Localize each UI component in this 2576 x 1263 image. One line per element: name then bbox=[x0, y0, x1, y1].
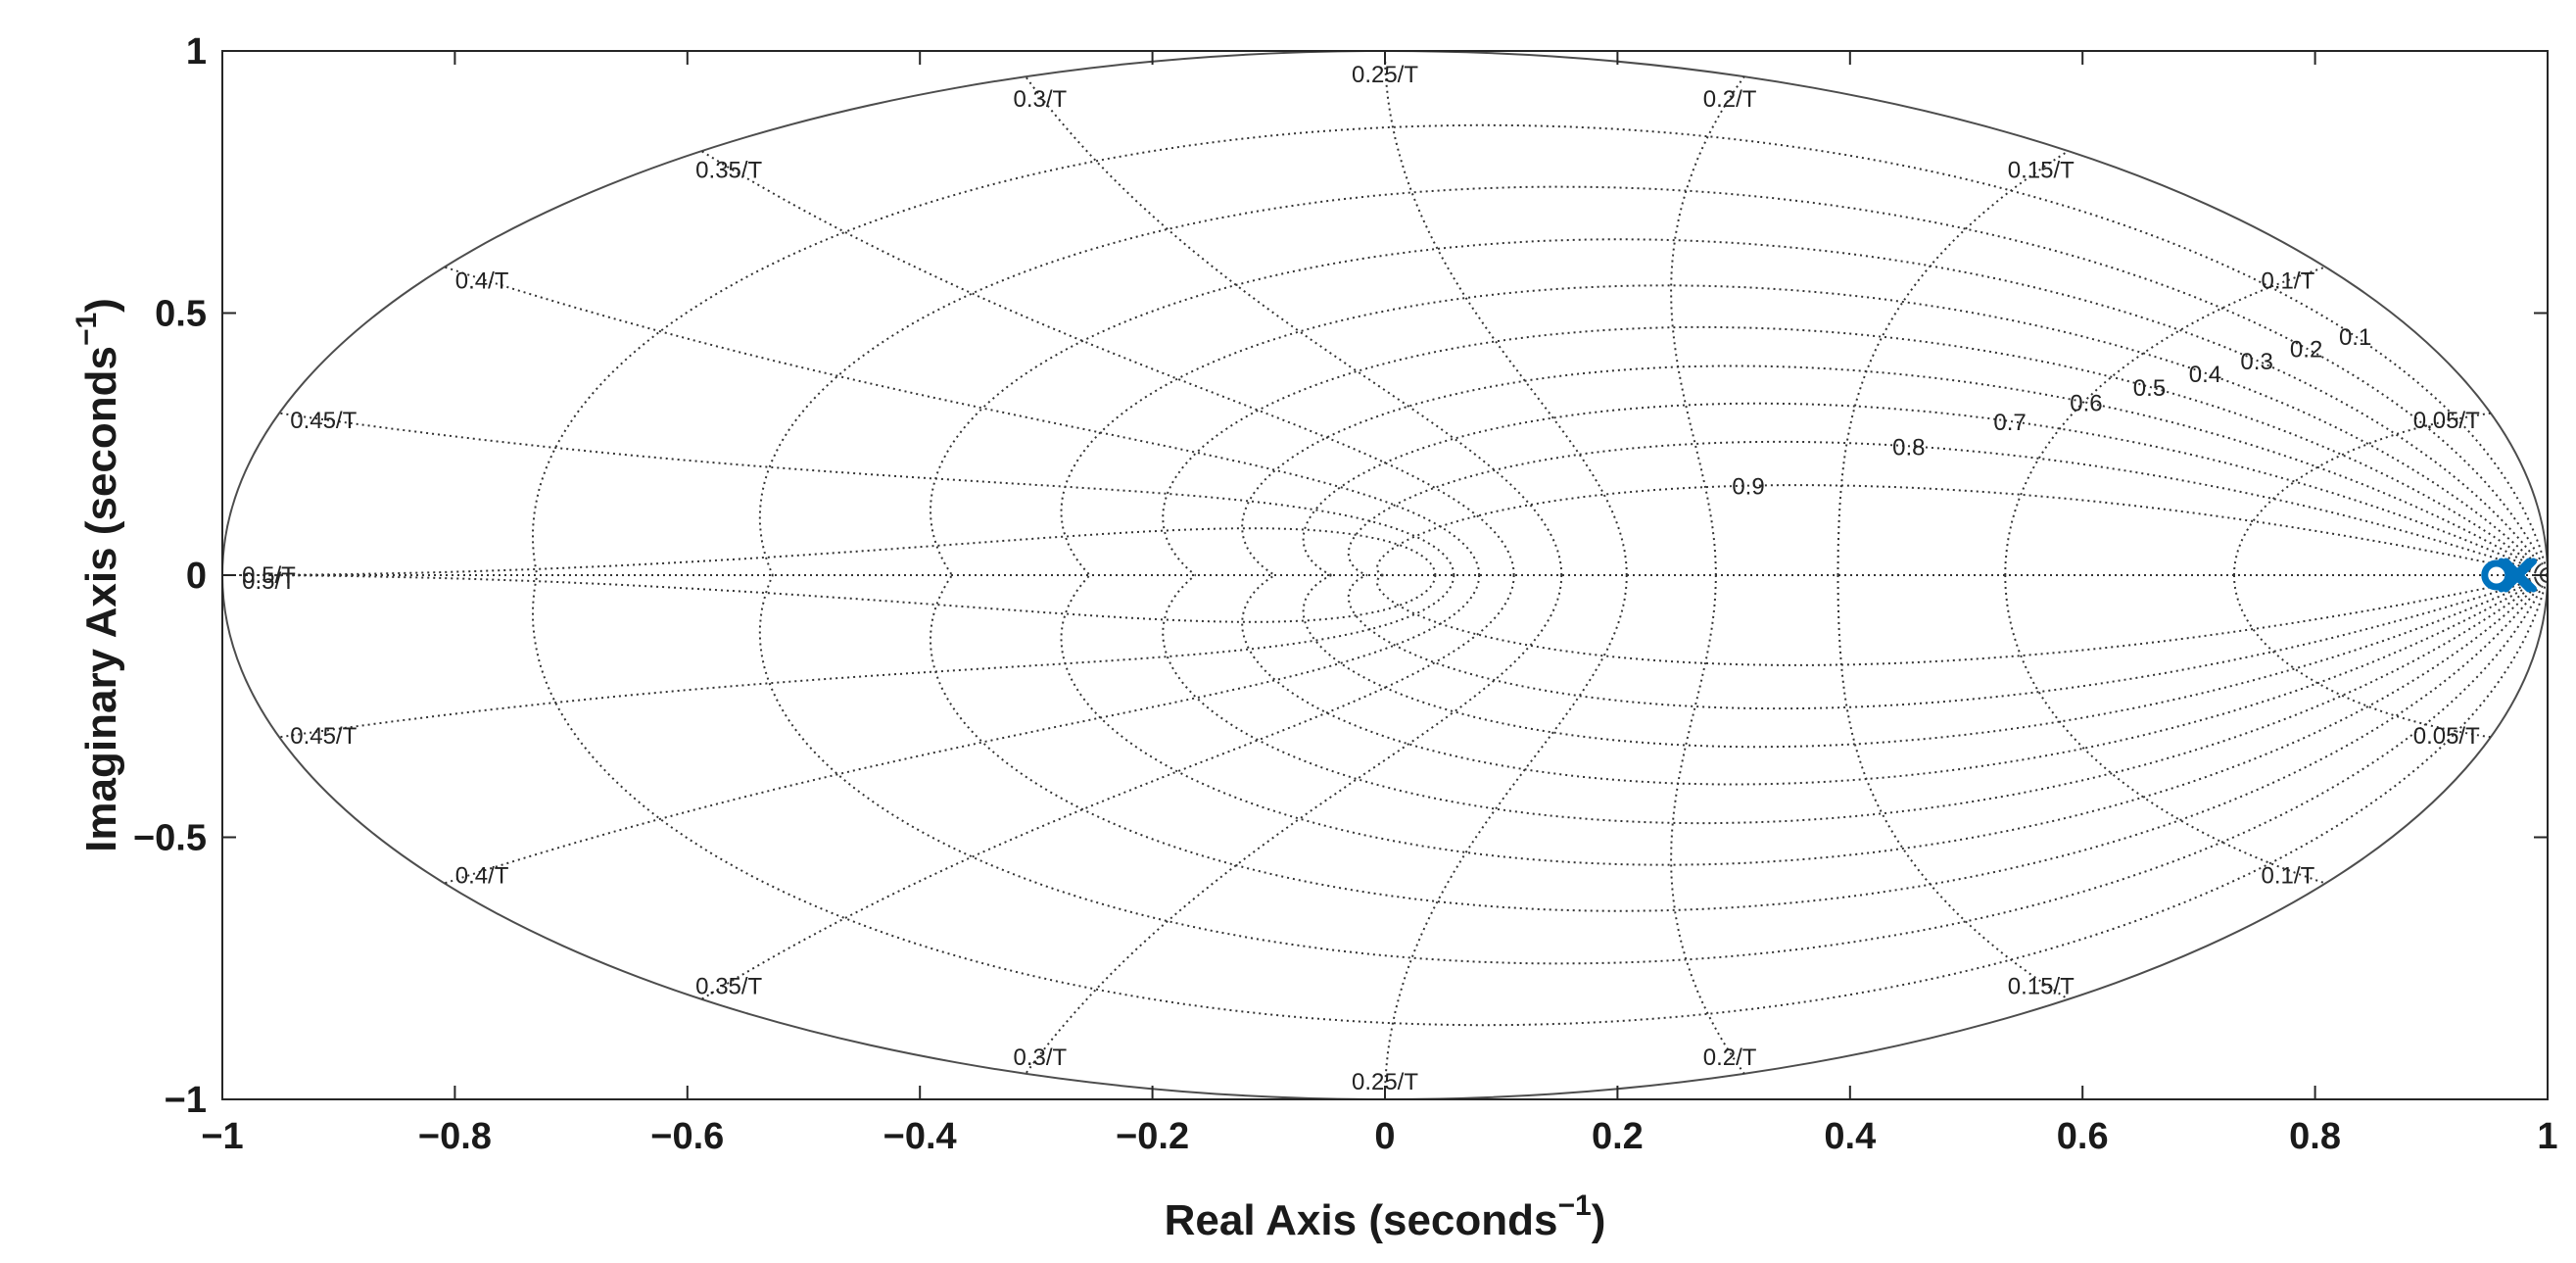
damping-curve bbox=[1241, 574, 2548, 786]
damping-curve bbox=[1302, 574, 2548, 749]
x-axis-title-main: Real Axis (seconds bbox=[1165, 1196, 1558, 1244]
damping-curve bbox=[930, 574, 2548, 912]
frequency-curve bbox=[2004, 575, 2326, 885]
damping-curve bbox=[1162, 325, 2548, 576]
damping-curve bbox=[1347, 574, 2548, 710]
frequency-label: 0.35/T bbox=[695, 158, 762, 184]
y-tick-label: 0.5 bbox=[155, 294, 207, 335]
frequency-label: 0.15/T bbox=[2008, 973, 2075, 999]
y-axis-title-main: Imaginary Axis (seconds bbox=[77, 346, 125, 852]
x-tick-label: −0.4 bbox=[883, 1116, 957, 1157]
frequency-curve bbox=[700, 150, 1515, 575]
zgrid bbox=[222, 51, 2548, 1099]
frequency-curve bbox=[1670, 575, 1745, 1075]
frequency-label: 0.1/T bbox=[2262, 268, 2315, 295]
frequency-curve bbox=[222, 574, 1437, 623]
damping-curve bbox=[758, 185, 2548, 576]
frequency-curve bbox=[1025, 575, 1563, 1075]
x-tick-label: 0 bbox=[1374, 1116, 1395, 1157]
frequency-curve bbox=[1384, 51, 1628, 576]
frequency-label: 0.45/T bbox=[290, 723, 357, 750]
zero-marker bbox=[2481, 559, 2512, 591]
frequency-label: 0.05/T bbox=[2413, 723, 2480, 750]
damping-curve bbox=[758, 574, 2548, 965]
x-tick-label: 0.4 bbox=[1824, 1116, 1876, 1157]
frequency-label: 0.45/T bbox=[290, 408, 357, 434]
damping-label: 0.5 bbox=[2133, 375, 2166, 402]
x-tick-label: −0.8 bbox=[418, 1116, 492, 1157]
pole-zero-markers bbox=[2481, 558, 2538, 593]
frequency-curve bbox=[1837, 150, 2070, 575]
damping-label: 0.7 bbox=[1993, 410, 2026, 436]
frequency-curve bbox=[278, 575, 1455, 739]
damping-curve bbox=[1241, 364, 2548, 576]
frequency-curve bbox=[700, 575, 1515, 1000]
x-axis-title-close: ) bbox=[1592, 1196, 1606, 1244]
damping-curve bbox=[1302, 402, 2548, 576]
pole-marker bbox=[2503, 558, 2538, 593]
frequency-label: 0.1/T bbox=[2262, 862, 2315, 889]
frequency-label: 0.05/T bbox=[2413, 408, 2480, 434]
x-tick-label: 0.8 bbox=[2289, 1116, 2341, 1157]
frequency-label: 0.4/T bbox=[455, 862, 509, 889]
frequency-curve bbox=[444, 266, 1481, 576]
damping-label: 0.3 bbox=[2240, 349, 2272, 375]
y-tick-label: −0.5 bbox=[133, 818, 207, 859]
axis-ticks: −1 −0.8 −0.6 −0.4 −0.2 0 0.2 0.4 0.6 0.8 1−1−0.500… bbox=[133, 31, 2558, 1157]
damping-curve bbox=[1060, 284, 2548, 576]
frequency-curve bbox=[1384, 574, 1628, 1099]
y-axis-title-exponent: −1 bbox=[71, 313, 103, 346]
x-tick-label: −1 bbox=[201, 1116, 243, 1157]
x-tick-label: −0.2 bbox=[1116, 1116, 1189, 1157]
x-axis-title-exponent: −1 bbox=[1558, 1190, 1592, 1222]
damping-curve bbox=[1376, 484, 2548, 576]
x-axis-title: Real Axis (seconds−1) bbox=[1165, 1190, 1606, 1244]
damping-curve bbox=[1347, 440, 2548, 576]
y-tick-label: 0 bbox=[186, 556, 207, 597]
pole-marker-stroke-b bbox=[2503, 558, 2538, 593]
frequency-label: 0.2/T bbox=[1703, 1044, 1757, 1071]
frequency-label: 0.15/T bbox=[2008, 158, 2075, 184]
x-tick-label: −0.6 bbox=[650, 1116, 724, 1157]
x-tick-label: 0.6 bbox=[2057, 1116, 2109, 1157]
frequency-curve bbox=[1670, 75, 1745, 575]
frequency-label: 0.4/T bbox=[455, 268, 509, 295]
frequency-label: 0.25/T bbox=[1352, 62, 1418, 88]
y-tick-label: −1 bbox=[165, 1080, 207, 1121]
frequency-curve bbox=[1025, 75, 1563, 575]
damping-label: 0.9 bbox=[1732, 474, 1764, 501]
frequency-label: 0.2/T bbox=[1703, 86, 1757, 113]
frequency-label: 0.35/T bbox=[695, 973, 762, 999]
frequency-curve bbox=[222, 527, 1437, 576]
frequency-label: 0.3/T bbox=[1014, 86, 1068, 113]
damping-label: 0.6 bbox=[2070, 391, 2102, 417]
grid-labels: 0.1 0.2 0.3 0.4 0.5 0.6 0.7 0.8 0.9 0.05/T 0.05/T 0… bbox=[242, 62, 2480, 1095]
frequency-label: 0.3/T bbox=[1014, 1044, 1068, 1071]
damping-curve bbox=[1060, 574, 2548, 866]
damping-label: 0.2 bbox=[2290, 336, 2322, 363]
y-axis-title-close: ) bbox=[77, 298, 125, 313]
damping-label: 0.1 bbox=[2339, 324, 2371, 351]
damping-label: 0.4 bbox=[2189, 362, 2221, 388]
damping-curve bbox=[532, 574, 2548, 1027]
damping-curve bbox=[1162, 574, 2548, 825]
frequency-label: 0.5/T bbox=[242, 562, 296, 589]
y-axis-title: Imaginary Axis (seconds−1) bbox=[71, 298, 125, 852]
frequency-label: 0.5/T bbox=[242, 568, 296, 595]
damping-curve bbox=[1376, 574, 2548, 666]
x-tick-label: 0.2 bbox=[1592, 1116, 1644, 1157]
frequency-curve bbox=[278, 412, 1455, 575]
y-tick-label: 1 bbox=[186, 31, 207, 73]
damping-label: 0.8 bbox=[1892, 434, 1925, 461]
frequency-curve bbox=[1837, 575, 2070, 1000]
frequency-curve bbox=[2004, 266, 2326, 575]
frequency-curve bbox=[444, 574, 1481, 885]
x-tick-label: 1 bbox=[2537, 1116, 2557, 1157]
